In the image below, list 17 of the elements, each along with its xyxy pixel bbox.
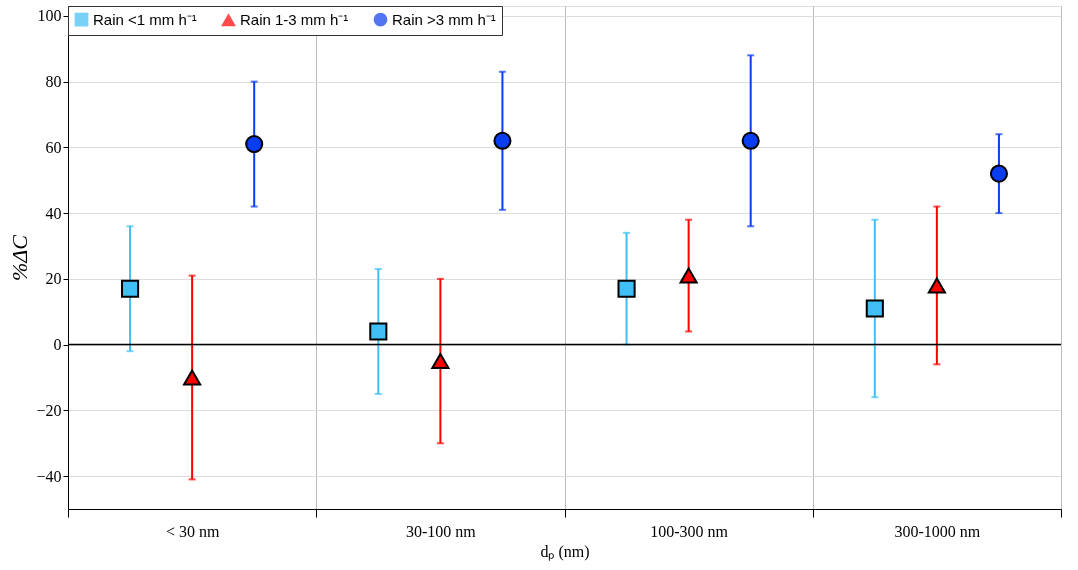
y-tick-label: 20 (45, 270, 62, 288)
y-tick-label: 0 (53, 336, 62, 354)
y-tick-label: 40 (45, 204, 62, 222)
y-axis-title: %ΔC (7, 234, 33, 281)
x-tick-label: < 30 nm (165, 522, 220, 540)
y-tick-label: 60 (45, 138, 62, 156)
y-tick-label: 80 (45, 73, 62, 91)
legend-label: Rain 1-3 mm h⁻¹ (240, 11, 349, 29)
y-tick-label: −20 (36, 401, 62, 419)
legend-label: Rain >3 mm h⁻¹ (392, 10, 496, 28)
x-tick-label: 100-300 nm (650, 522, 729, 540)
x-tick-label: 300-1000 nm (894, 522, 981, 540)
legend-label: Rain <1 mm h⁻¹ (93, 10, 197, 28)
y-tick-label: 100 (37, 7, 62, 25)
x-tick-label: 30-100 nm (405, 522, 477, 540)
y-tick-label: −40 (36, 467, 62, 485)
x-axis-title: dₚ (nm) (540, 542, 590, 561)
